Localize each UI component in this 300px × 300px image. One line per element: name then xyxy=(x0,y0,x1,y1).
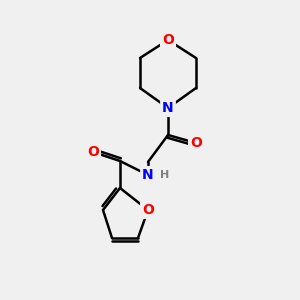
Text: H: H xyxy=(160,170,169,180)
Text: O: O xyxy=(190,136,202,150)
Text: O: O xyxy=(162,33,174,47)
Text: O: O xyxy=(87,145,99,159)
Text: N: N xyxy=(162,101,174,115)
Text: N: N xyxy=(142,168,154,182)
Text: O: O xyxy=(142,203,154,217)
